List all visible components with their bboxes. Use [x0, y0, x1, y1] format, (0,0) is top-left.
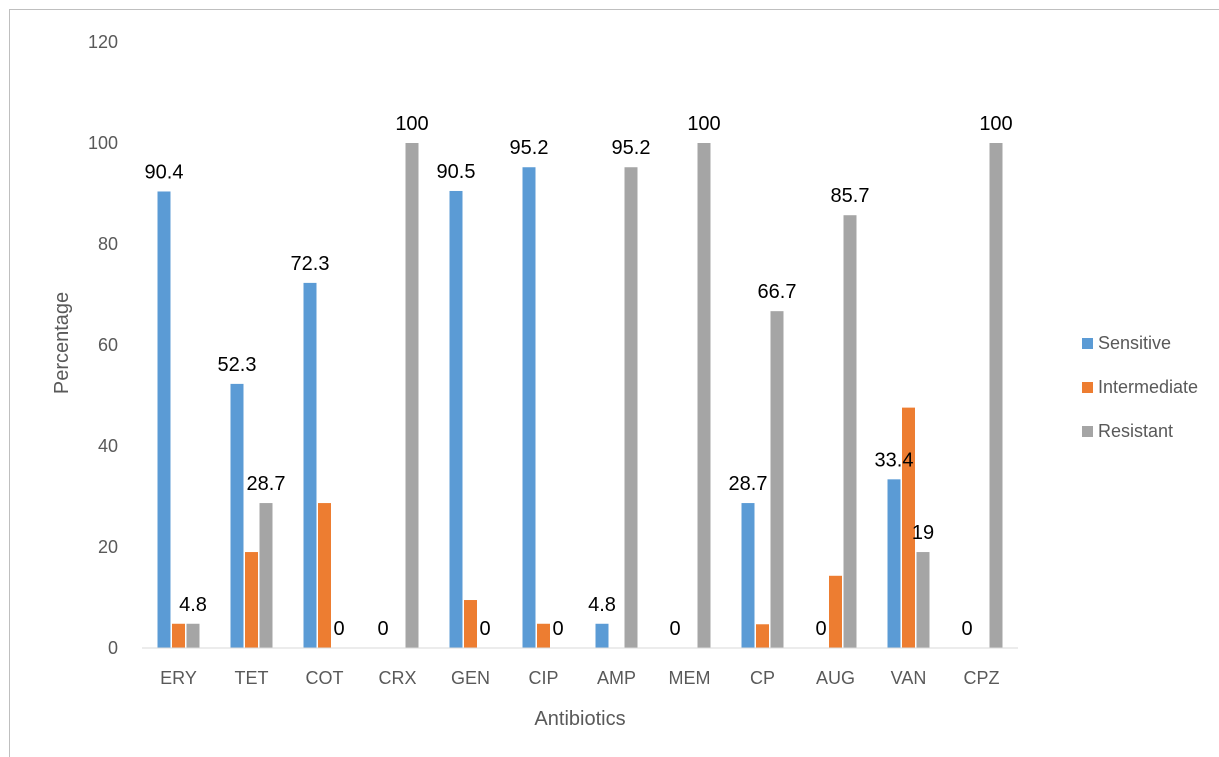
x-axis-ticks: ERY TET COT CRX GEN CIP AMP MEM CP AUG VAN CPZ [160, 668, 999, 688]
bar-sensitive-cip [522, 167, 536, 649]
bar-resistant-tet [259, 503, 273, 648]
data-label-resistant-amp: 95.2 [612, 137, 651, 159]
bar-intermediate-cp [756, 624, 769, 648]
x-tick-label: COT [306, 668, 344, 688]
data-label-sensitive-gen: 90.5 [437, 161, 476, 183]
data-label-sensitive-mem: 0 [669, 618, 680, 640]
bar-intermediate-aug [829, 575, 842, 648]
x-tick-label: MEM [669, 668, 711, 688]
bar-sensitive-tet [230, 383, 244, 648]
x-tick-label: CIP [528, 668, 558, 688]
y-tick-label: 100 [88, 133, 118, 153]
y-axis-ticks: 0 20 40 60 80 100 120 [88, 32, 118, 658]
x-tick-label: TET [235, 668, 269, 688]
data-label-sensitive-cip: 95.2 [510, 137, 549, 159]
legend-swatch-intermediate [1082, 382, 1093, 393]
legend: Sensitive Intermediate Resistant [1082, 333, 1198, 441]
y-tick-label: 0 [108, 638, 118, 658]
chart-frame [9, 9, 1219, 757]
x-tick-label: CRX [378, 668, 416, 688]
legend-swatch-resistant [1082, 426, 1093, 437]
legend-swatch-sensitive [1082, 338, 1093, 349]
data-label-sensitive-tet: 52.3 [218, 354, 257, 376]
data-label-sensitive-van: 33.4 [875, 449, 914, 471]
bar-resistant-van [916, 552, 930, 648]
bar-sensitive-cp [741, 503, 755, 648]
data-label-resistant-gen: 0 [479, 618, 490, 640]
data-labels: 90.4 4.8 52.3 28.7 72.3 0 0 100 90.5 0 95.2 0 4.8 95.… [145, 113, 1013, 640]
bar-resistant-amp [624, 167, 638, 649]
legend-label-resistant: Resistant [1098, 421, 1173, 441]
bar-sensitive-gen [449, 190, 463, 648]
data-label-sensitive-aug: 0 [815, 618, 826, 640]
y-tick-label: 60 [98, 335, 118, 355]
x-tick-label: VAN [891, 668, 927, 688]
y-tick-label: 40 [98, 436, 118, 456]
data-label-resistant-crx: 100 [395, 113, 428, 135]
data-label-resistant-aug: 85.7 [831, 185, 870, 207]
bar-intermediate-cot [318, 503, 331, 648]
bar-resistant-cp [770, 311, 784, 648]
data-label-sensitive-cp: 28.7 [729, 473, 768, 495]
data-label-sensitive-cpz: 0 [961, 618, 972, 640]
data-label-resistant-cpz: 100 [979, 113, 1012, 135]
bar-intermediate-van [902, 407, 915, 648]
data-label-sensitive-amp: 4.8 [588, 594, 616, 616]
data-label-resistant-mem: 100 [687, 113, 720, 135]
y-tick-label: 80 [98, 234, 118, 254]
bar-intermediate-tet [245, 552, 258, 648]
x-tick-label: AMP [597, 668, 636, 688]
bar-resistant-cpz [989, 143, 1003, 648]
bar-intermediate-cip [537, 623, 550, 648]
data-label-resistant-cp: 66.7 [758, 281, 797, 303]
legend-label-intermediate: Intermediate [1098, 377, 1198, 397]
bar-resistant-crx [405, 143, 419, 648]
x-tick-label: GEN [451, 668, 490, 688]
bar-resistant-ery [186, 623, 200, 648]
bar-sensitive-van [887, 479, 901, 648]
bar-resistant-mem [697, 143, 711, 648]
data-label-resistant-van: 19 [912, 522, 934, 544]
data-label-resistant-ery: 4.8 [179, 594, 207, 616]
bars [157, 143, 1003, 649]
legend-label-sensitive: Sensitive [1098, 333, 1171, 353]
data-label-resistant-cot: 0 [333, 618, 344, 640]
bar-intermediate-ery [172, 623, 185, 648]
x-tick-label: CP [750, 668, 775, 688]
bar-intermediate-gen [464, 600, 477, 648]
data-label-resistant-cip: 0 [552, 618, 563, 640]
y-tick-label: 20 [98, 537, 118, 557]
bar-resistant-aug [843, 215, 857, 648]
x-tick-label: ERY [160, 668, 197, 688]
bar-sensitive-ery [157, 191, 171, 649]
bar-sensitive-cot [303, 282, 317, 648]
x-axis-title: Antibiotics [534, 708, 625, 730]
bar-sensitive-amp [595, 623, 609, 648]
y-axis-title: Percentage [51, 292, 73, 394]
x-tick-label: AUG [816, 668, 855, 688]
data-label-resistant-tet: 28.7 [247, 473, 286, 495]
data-label-sensitive-crx: 0 [377, 618, 388, 640]
data-label-sensitive-ery: 90.4 [145, 161, 184, 183]
x-tick-label: CPZ [964, 668, 1000, 688]
data-label-sensitive-cot: 72.3 [291, 253, 330, 275]
y-tick-label: 120 [88, 32, 118, 52]
